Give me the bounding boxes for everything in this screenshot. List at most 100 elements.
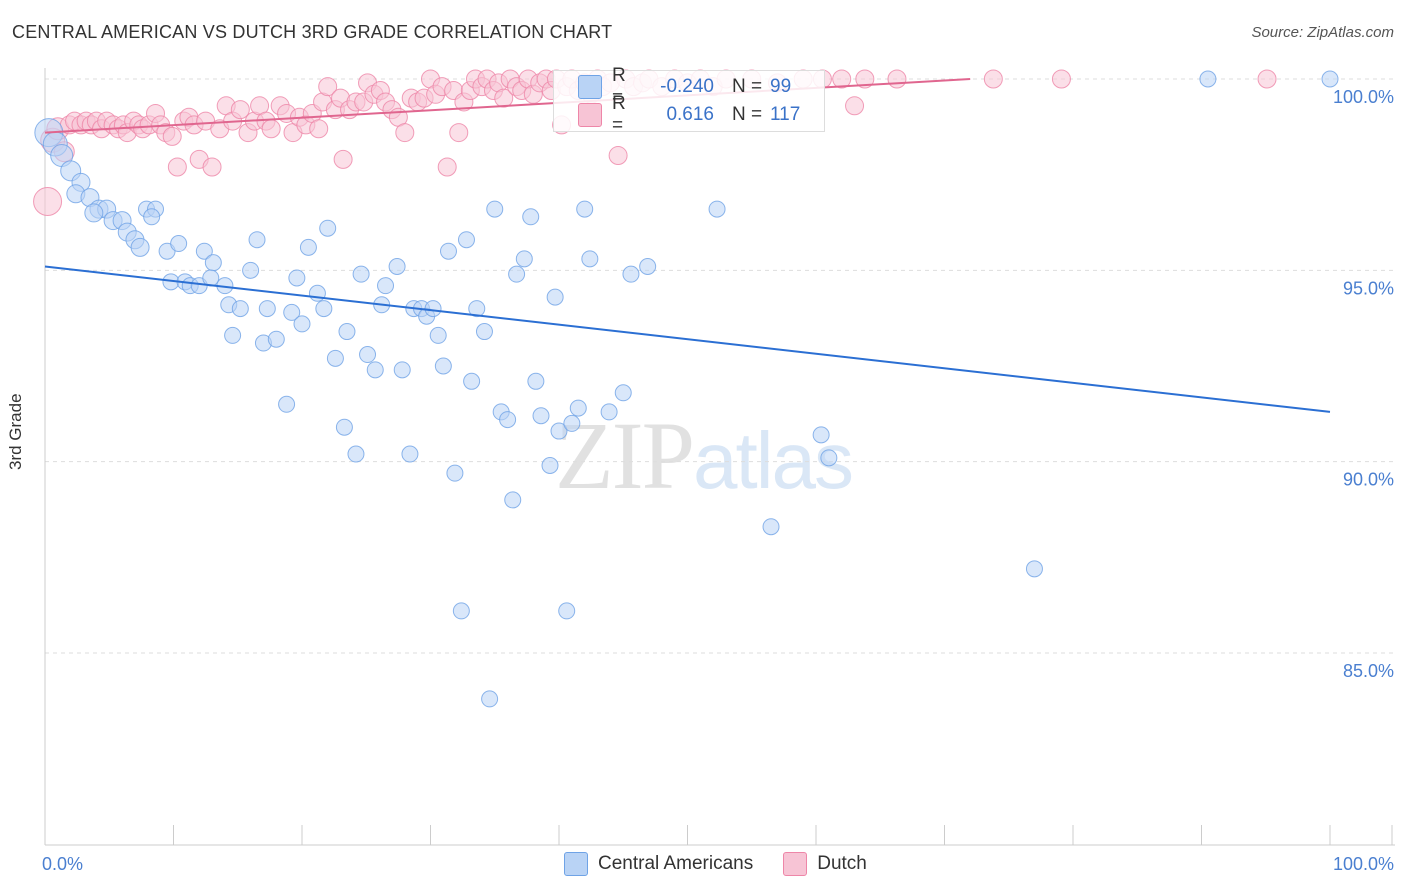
central-american-point (424, 300, 442, 318)
dutch-point (167, 157, 187, 177)
dutch-point (887, 69, 907, 89)
central-american-point (170, 235, 188, 253)
central-american-point (352, 265, 370, 283)
legend-r-value: -0.240 (660, 76, 714, 97)
legend-item-central-americans[interactable]: Central Americans (564, 852, 753, 876)
legend-swatch-blue (564, 852, 588, 876)
correlation-legend: R = -0.240 N = 99 R = 0.616 N = 117 (553, 65, 825, 136)
dutch-point (261, 119, 281, 139)
central-american-point (622, 265, 640, 283)
central-american-point (468, 300, 486, 318)
central-american-point (130, 237, 150, 257)
central-american-point (475, 323, 493, 341)
central-american-point (527, 372, 545, 390)
central-american-point (522, 208, 540, 226)
central-american-point (429, 326, 447, 344)
central-american-point (242, 261, 260, 279)
legend-swatch-pink (578, 103, 602, 127)
legend-label-central-americans: Central Americans (598, 853, 754, 874)
dutch-point (162, 126, 182, 146)
dutch-point (449, 123, 469, 143)
dutch-point (494, 88, 514, 108)
central-american-point (326, 349, 344, 367)
central-american-point (600, 403, 618, 421)
dutch-point (608, 146, 628, 166)
source-label: Source: ZipAtlas.com (1251, 24, 1394, 41)
legend-r-label: R = (612, 93, 626, 136)
central-american-point (434, 357, 452, 375)
central-american-point (393, 361, 411, 379)
y-tick-label: 90.0% (1343, 470, 1394, 490)
central-american-point (1025, 560, 1043, 578)
legend-row-central-americans: R = -0.240 N = 99 (554, 65, 792, 108)
central-american-point (569, 399, 587, 417)
dutch-points (33, 69, 1277, 216)
legend-n-label: N = (732, 76, 763, 97)
central-american-point (504, 491, 522, 509)
central-american-points (34, 70, 1339, 708)
dutch-point (395, 123, 415, 143)
central-american-point (248, 231, 266, 249)
central-american-point (366, 361, 384, 379)
central-american-point (359, 346, 377, 364)
central-american-point (576, 200, 594, 218)
legend-label-dutch: Dutch (817, 853, 867, 874)
central-american-point (231, 300, 249, 318)
series-legend: Central Americans Dutch (564, 852, 897, 876)
central-american-point (84, 203, 104, 223)
gridlines (45, 78, 1395, 654)
central-american-point (499, 411, 517, 429)
central-american-point (820, 449, 838, 467)
central-american-point (532, 407, 550, 425)
axes (44, 68, 1395, 846)
dutch-point (437, 157, 457, 177)
central-american-point (639, 258, 657, 276)
legend-n-value: 99 (770, 76, 792, 97)
legend-item-dutch[interactable]: Dutch (783, 852, 867, 876)
dutch-point (230, 100, 250, 120)
central-american-point (347, 445, 365, 463)
central-american-point (202, 269, 220, 287)
central-american-point (224, 326, 242, 344)
central-american-point (762, 518, 780, 536)
central-american-point (541, 456, 559, 474)
dutch-point (855, 69, 875, 89)
central-american-point (315, 300, 333, 318)
dutch-point (983, 69, 1003, 89)
central-american-point (288, 269, 306, 287)
dutch-point (318, 77, 338, 97)
central-american-point (457, 231, 475, 249)
central-american-point (546, 288, 564, 306)
tick-labels: 100.0% 95.0% 90.0% 85.0% 0.0% 100.0% (42, 87, 1394, 874)
central-american-point (614, 384, 632, 402)
x-tick-label: 0.0% (42, 854, 83, 874)
legend-row-dutch: R = 0.616 N = 117 (554, 93, 800, 136)
dutch-point (309, 119, 329, 139)
y-tick-label: 95.0% (1343, 278, 1394, 298)
central-american-trend-line (44, 265, 1331, 413)
dutch-point (832, 69, 852, 89)
central-american-point (293, 315, 311, 333)
central-american-point (1321, 70, 1339, 88)
dutch-point (1051, 69, 1071, 89)
legend-r-value: 0.616 (666, 104, 714, 125)
central-american-point (563, 414, 581, 432)
central-american-point (550, 422, 568, 440)
central-american-point (377, 277, 395, 295)
legend-swatch-blue (578, 75, 602, 99)
central-american-point (401, 445, 419, 463)
central-american-point (195, 242, 213, 260)
central-american-point (299, 238, 317, 256)
central-american-point (558, 602, 576, 620)
central-american-point (439, 242, 457, 260)
legend-n-label: N = (732, 104, 763, 125)
central-american-point (508, 265, 526, 283)
central-american-point (388, 258, 406, 276)
legend-r-label: R = (612, 65, 626, 108)
central-american-point (452, 602, 470, 620)
chart-title: CENTRAL AMERICAN VS DUTCH 3RD GRADE CORR… (12, 22, 613, 42)
central-american-point (283, 303, 301, 321)
central-american-point (335, 418, 353, 436)
central-american-point (1199, 70, 1217, 88)
